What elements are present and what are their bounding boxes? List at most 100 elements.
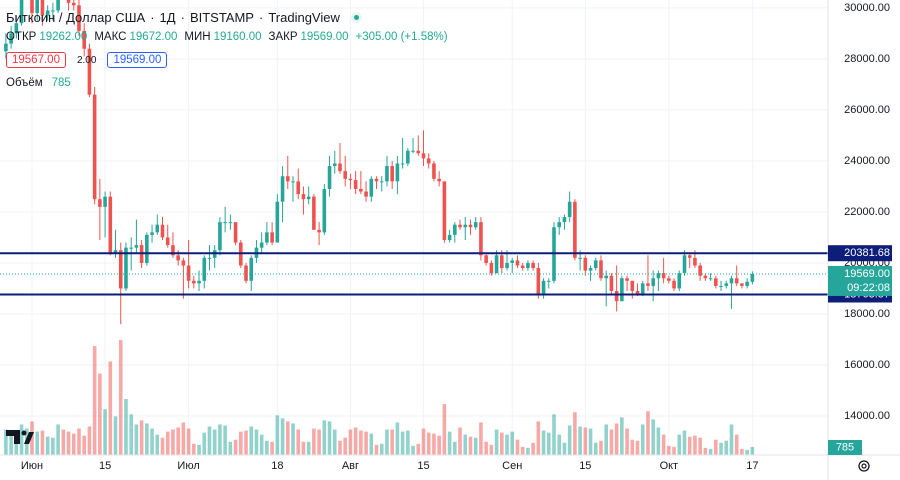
- candle-body: [338, 163, 342, 172]
- candle-body: [51, 10, 55, 12]
- volume-bar: [301, 441, 306, 455]
- volume-bar: [374, 444, 379, 455]
- y-tick-label: 16000.00: [844, 359, 890, 371]
- volume-bar: [379, 443, 384, 455]
- candle-body: [526, 262, 530, 269]
- candle-body: [557, 222, 562, 228]
- volume-bar: [223, 425, 227, 455]
- candle-body: [677, 273, 682, 289]
- volume-bar: [656, 427, 661, 455]
- source: TradingView: [268, 9, 340, 25]
- x-tick-label: 15: [417, 460, 429, 472]
- volume-bar: [395, 422, 400, 455]
- volume-bar: [536, 421, 541, 455]
- candle-body: [458, 224, 462, 228]
- volume-bar: [19, 424, 24, 455]
- candle-body: [640, 283, 645, 294]
- candle-body: [348, 178, 353, 181]
- candle-body: [479, 222, 483, 256]
- buy-button[interactable]: 19569.00: [107, 52, 168, 68]
- volume-bar: [437, 435, 441, 455]
- candle-body: [359, 188, 363, 192]
- volume-bar: [259, 434, 264, 455]
- candle-body: [353, 180, 358, 189]
- candle-body: [442, 181, 447, 240]
- candle-body: [186, 265, 191, 281]
- volume-bar: [249, 426, 254, 455]
- candle-body: [322, 188, 327, 233]
- volume-bar: [82, 435, 86, 455]
- volume-bar: [306, 441, 311, 455]
- candle-body: [134, 245, 139, 248]
- y-tick-label: 14000.00: [844, 410, 890, 422]
- volume-bar: [317, 429, 321, 455]
- candle-body: [656, 273, 661, 279]
- volume-bar: [35, 431, 40, 455]
- candle-body: [546, 280, 551, 282]
- candle-body: [463, 224, 468, 228]
- volume-bar: [557, 434, 562, 455]
- candle-body: [202, 257, 207, 281]
- candle-body: [296, 181, 301, 195]
- candle-body: [40, 0, 45, 16]
- candle-body: [223, 222, 227, 224]
- candle-body: [192, 280, 196, 284]
- volume-bar: [103, 409, 107, 455]
- candle-body: [45, 10, 50, 16]
- volume-bar: [160, 437, 165, 455]
- candle-body: [327, 166, 332, 189]
- candle-body: [265, 232, 269, 243]
- ohlc-value: 19160.00: [213, 31, 262, 43]
- level-tag-label: 20381.68: [844, 247, 890, 259]
- ohlc-label: МИН: [184, 31, 211, 43]
- volume-bar: [489, 444, 494, 455]
- candle-body: [30, 0, 34, 14]
- candle-body: [625, 278, 629, 281]
- volume-bar: [714, 439, 718, 455]
- volume-bar: [447, 431, 452, 455]
- ohlc-label: ОТКР: [6, 31, 37, 43]
- exchange: BITSTAMP: [189, 9, 254, 25]
- volume-bar: [573, 412, 577, 455]
- interval[interactable]: 1Д: [159, 9, 176, 25]
- volume-bar: [139, 420, 144, 455]
- separator: ·: [180, 9, 185, 25]
- volume-bar: [291, 423, 295, 455]
- y-tick-label: 22000.00: [844, 206, 890, 218]
- candle-body: [661, 273, 666, 279]
- candle-body: [176, 255, 180, 261]
- volume-bar: [750, 447, 755, 455]
- candle-body: [291, 181, 295, 183]
- volume-bar: [254, 429, 259, 455]
- volume-bar: [244, 430, 248, 455]
- x-tick-label: Окт: [660, 460, 679, 472]
- volume-bar: [693, 435, 697, 455]
- volume-bar: [453, 441, 457, 455]
- x-tick-label: 15: [579, 460, 591, 472]
- volume-bar: [494, 429, 499, 455]
- overlays: [0, 252, 828, 296]
- candle-body: [379, 181, 384, 183]
- candle-body: [171, 245, 175, 256]
- x-tick-label: 18: [271, 460, 283, 472]
- volume-bar: [92, 346, 97, 455]
- candle-body: [714, 278, 718, 286]
- candle-body: [92, 94, 97, 200]
- candle-body: [698, 265, 702, 276]
- volume-bar: [9, 432, 13, 455]
- candle-body: [635, 291, 640, 294]
- candle-body: [4, 43, 8, 52]
- market-status[interactable]: [350, 11, 362, 23]
- volume-bar: [567, 425, 572, 455]
- volume-bar: [400, 431, 405, 455]
- candle-body: [437, 178, 441, 182]
- y-tick-label: 30000.00: [844, 2, 890, 14]
- volume-bar: [87, 426, 92, 455]
- settings-icon[interactable]: [858, 460, 870, 472]
- candle-body: [165, 237, 170, 246]
- symbol[interactable]: Биткоин / Доллар США: [6, 9, 146, 25]
- volume-bar: [332, 429, 337, 455]
- volume-bar: [338, 440, 342, 455]
- sell-button[interactable]: 19567.00: [6, 52, 66, 68]
- ohlc-row: ОТКР 19262.00 МАКС 19672.00 МИН 19160.00 ЗАКР 1…: [6, 27, 452, 47]
